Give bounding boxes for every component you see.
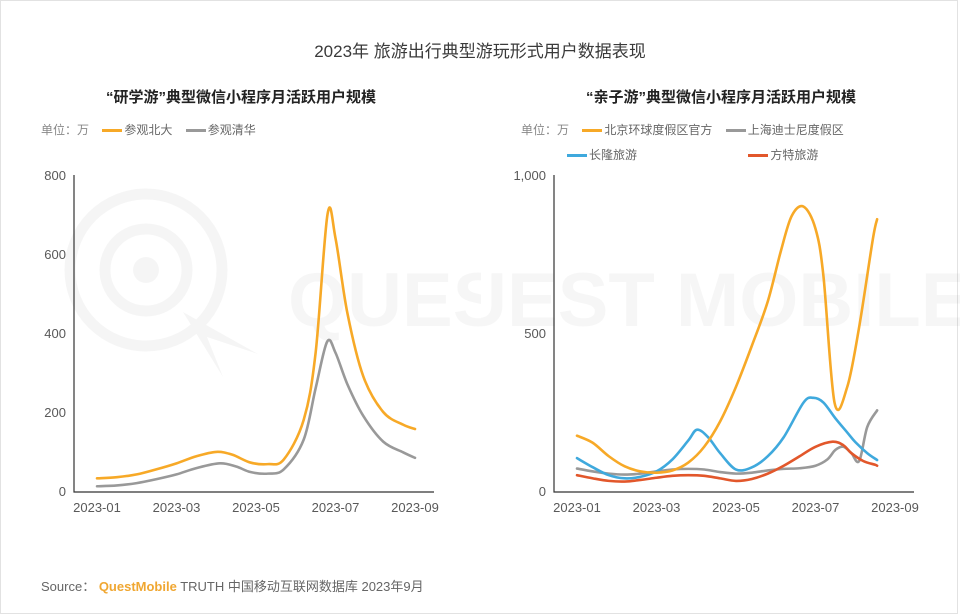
svg-text:2023-07: 2023-07 <box>792 500 840 515</box>
svg-text:0: 0 <box>539 484 546 499</box>
svg-text:2023-05: 2023-05 <box>232 500 280 515</box>
svg-text:1,000: 1,000 <box>513 168 546 183</box>
svg-text:QUEST MOBILE: QUEST MOBILE <box>481 258 960 343</box>
svg-text:500: 500 <box>524 326 546 341</box>
svg-text:200: 200 <box>44 405 66 420</box>
svg-text:800: 800 <box>44 168 66 183</box>
svg-text:2023-01: 2023-01 <box>73 500 121 515</box>
svg-text:0: 0 <box>59 484 66 499</box>
svg-text:2023-09: 2023-09 <box>391 500 439 515</box>
svg-text:2023-03: 2023-03 <box>153 500 201 515</box>
svg-text:400: 400 <box>44 326 66 341</box>
svg-text:2023-05: 2023-05 <box>712 500 760 515</box>
svg-text:600: 600 <box>44 247 66 262</box>
svg-text:2023-09: 2023-09 <box>871 500 919 515</box>
svg-text:2023-07: 2023-07 <box>312 500 360 515</box>
svg-text:2023-03: 2023-03 <box>633 500 681 515</box>
svg-text:2023-01: 2023-01 <box>553 500 601 515</box>
